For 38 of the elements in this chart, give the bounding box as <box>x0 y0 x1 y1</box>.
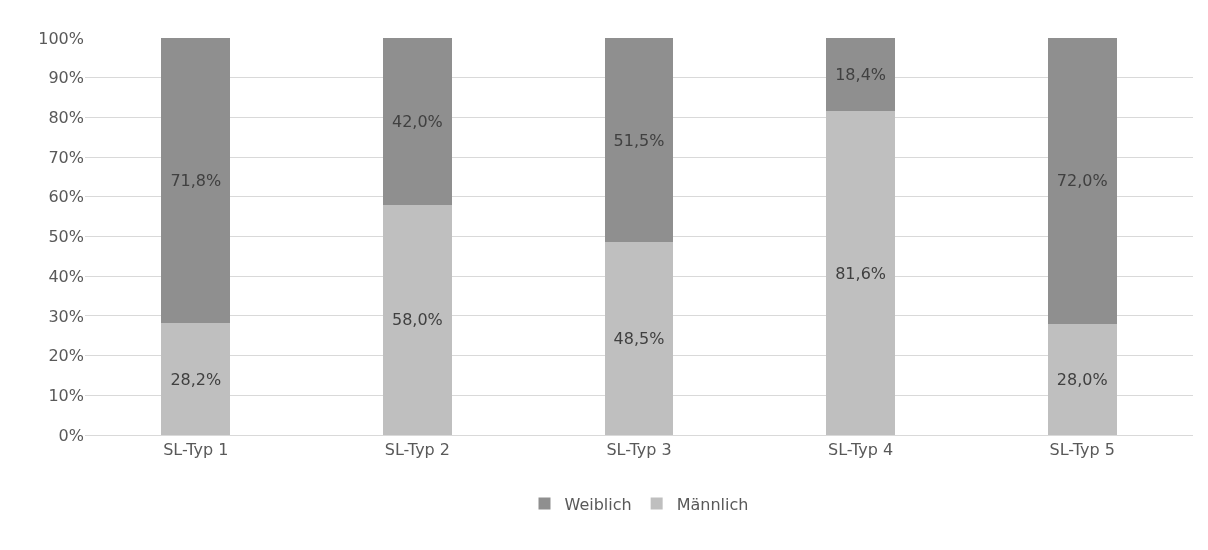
bar <box>826 111 895 435</box>
data-label: 51,5% <box>613 130 665 150</box>
bar <box>161 38 231 324</box>
y-tick-label: 80% <box>48 108 84 127</box>
data-label: 48,5% <box>613 329 665 349</box>
data-label: 18,4% <box>835 65 887 85</box>
data-label: 72,0% <box>1056 171 1108 191</box>
y-tick-label: 30% <box>48 306 84 326</box>
bar <box>1047 323 1117 435</box>
bar <box>1047 38 1117 324</box>
y-tick-label: 50% <box>48 227 84 247</box>
bar <box>604 38 674 243</box>
data-label: 71,8% <box>170 171 222 191</box>
y-tick-label: 0% <box>58 425 84 445</box>
data-label: 28,2% <box>170 369 222 389</box>
bar <box>161 323 231 435</box>
bar <box>383 204 452 435</box>
x-tick-label: SL-Typ 3 <box>606 440 672 460</box>
x-tick-label: SL-Typ 2 <box>384 440 451 460</box>
legend-label: Weiblich <box>564 494 632 514</box>
data-label: 81,6% <box>835 263 887 283</box>
x-tick-label: SL-Typ 1 <box>163 440 229 460</box>
y-tick-label: 90% <box>48 68 84 88</box>
legend-label: Männlich <box>676 494 749 514</box>
y-tick-label: 20% <box>48 346 84 366</box>
bar <box>826 38 895 112</box>
y-tick-label: 40% <box>48 266 84 286</box>
x-tick-label: SL-Typ 5 <box>1049 440 1115 460</box>
y-tick-label: 60% <box>48 187 84 207</box>
bar <box>383 38 452 205</box>
data-label: 42,0% <box>391 111 443 131</box>
y-tick-label: 70% <box>48 147 84 167</box>
x-tick-label: SL-Typ 4 <box>827 440 894 460</box>
bar <box>604 242 674 435</box>
data-label: 58,0% <box>391 310 443 330</box>
data-label: 28,0% <box>1056 369 1108 389</box>
y-tick-label: 10% <box>48 385 84 405</box>
y-tick-label: 100% <box>38 28 84 48</box>
